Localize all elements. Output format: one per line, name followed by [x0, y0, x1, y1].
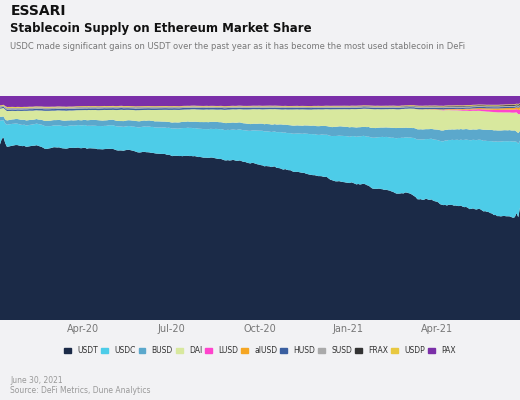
Text: Source: DeFi Metrics, Dune Analytics: Source: DeFi Metrics, Dune Analytics [10, 386, 151, 395]
Text: Stablecoin Supply on Ethereum Market Share: Stablecoin Supply on Ethereum Market Sha… [10, 22, 312, 35]
Text: June 30, 2021: June 30, 2021 [10, 376, 63, 385]
Text: USDC made significant gains on USDT over the past year as it has become the most: USDC made significant gains on USDT over… [10, 42, 465, 51]
Legend: USDT, USDC, BUSD, DAI, LUSD, alUSD, HUSD, SUSD, FRAX, USDP, PAX: USDT, USDC, BUSD, DAI, LUSD, alUSD, HUSD… [64, 346, 456, 355]
Text: ESSARI: ESSARI [10, 4, 66, 18]
